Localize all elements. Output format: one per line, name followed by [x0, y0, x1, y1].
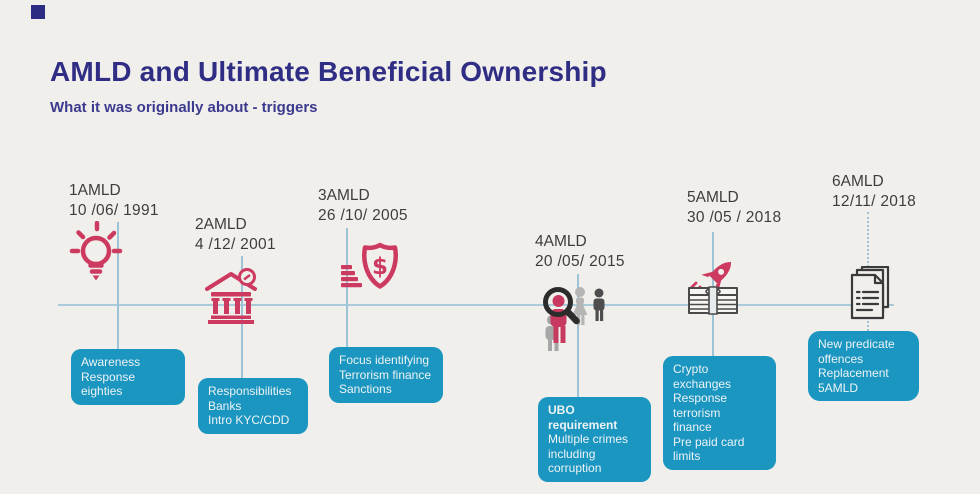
connector-1amld	[117, 222, 119, 352]
callout-line: New predicate	[818, 337, 895, 351]
corner-logo-square	[31, 5, 45, 19]
callout-line: Response eighties	[81, 369, 136, 399]
callout-line: Response terrorism	[673, 391, 728, 420]
callout-line: Awareness	[81, 355, 141, 369]
milestone-name: 1AMLD	[69, 182, 121, 199]
milestone-date: 20 /05/ 2015	[535, 253, 625, 271]
milestone-label-1amld: 1AMLD 10 /06/ 1991	[69, 181, 159, 222]
milestone-date: 30 /05 / 2018	[687, 209, 782, 227]
timeline-axis	[58, 304, 894, 306]
milestone-date: 12/11/ 2018	[832, 193, 917, 211]
callout-line: offences	[818, 351, 864, 366]
callout-6amld: New predicate offences Replacement 5AMLD	[808, 331, 919, 401]
callout-line: Focus identifying	[339, 353, 430, 367]
svg-text:$: $	[372, 254, 388, 280]
callout-3amld: Focus identifying Terrorism finance Sanc…	[329, 347, 443, 403]
rocket-money-icon	[688, 261, 738, 315]
lightbulb-icon	[69, 221, 123, 281]
callout-line: including corruption	[548, 446, 602, 476]
documents-icon	[850, 266, 890, 320]
callout-4amld: UBO requirement Multiple crimes includin…	[538, 397, 651, 482]
milestone-name: 4AMLD	[535, 233, 587, 250]
milestone-date: 26 /10/ 2005	[318, 207, 408, 225]
page-subtitle: What it was originally about - triggers	[50, 99, 318, 116]
callout-line: finance	[673, 420, 712, 434]
shield-dollar-icon: $	[341, 242, 398, 289]
callout-line: Banks	[208, 398, 242, 413]
callout-line: Multiple crimes	[548, 432, 629, 446]
callout-line: Replacement	[818, 366, 889, 380]
milestone-name: 6AMLD	[832, 173, 884, 190]
callout-2amld: Responsibilities Banks Intro KYC/CDD	[198, 378, 308, 434]
connector-4amld	[577, 274, 579, 397]
callout-line: Intro KYC/CDD	[208, 413, 290, 427]
milestone-label-5amld: 5AMLD 30 /05 / 2018	[687, 188, 781, 229]
callout-line: Pre paid card limits	[673, 434, 745, 464]
milestone-name: 5AMLD	[687, 189, 739, 206]
milestone-label-3amld: 3AMLD 26 /10/ 2005	[318, 186, 408, 227]
milestone-name: 2AMLD	[195, 216, 247, 233]
milestone-name: 3AMLD	[318, 187, 370, 204]
milestone-date: 10 /06/ 1991	[69, 202, 159, 220]
callout-line: Sanctions	[339, 382, 392, 396]
milestone-label-2amld: 2AMLD 4 /12/ 2001	[195, 215, 276, 256]
callout-line: Crypto exchanges	[673, 362, 732, 391]
bank-icon	[205, 268, 257, 324]
callout-line: UBO requirement	[548, 403, 618, 432]
callout-line: Terrorism finance	[339, 367, 432, 382]
callout-5amld: Crypto exchanges Response terrorism fina…	[663, 356, 776, 470]
milestone-date: 4 /12/ 2001	[195, 236, 276, 254]
milestone-label-6amld: 6AMLD 12/11/ 2018	[832, 172, 916, 213]
milestone-label-4amld: 4AMLD 20 /05/ 2015	[535, 232, 625, 273]
people-magnifier-icon	[543, 287, 605, 351]
connector-3amld	[346, 228, 348, 347]
page-title: AMLD and Ultimate Beneficial Ownership	[50, 56, 607, 87]
callout-line: Responsibilities	[208, 384, 292, 398]
callout-1amld: Awareness Response eighties	[71, 349, 185, 405]
callout-line: 5AMLD	[818, 380, 859, 395]
